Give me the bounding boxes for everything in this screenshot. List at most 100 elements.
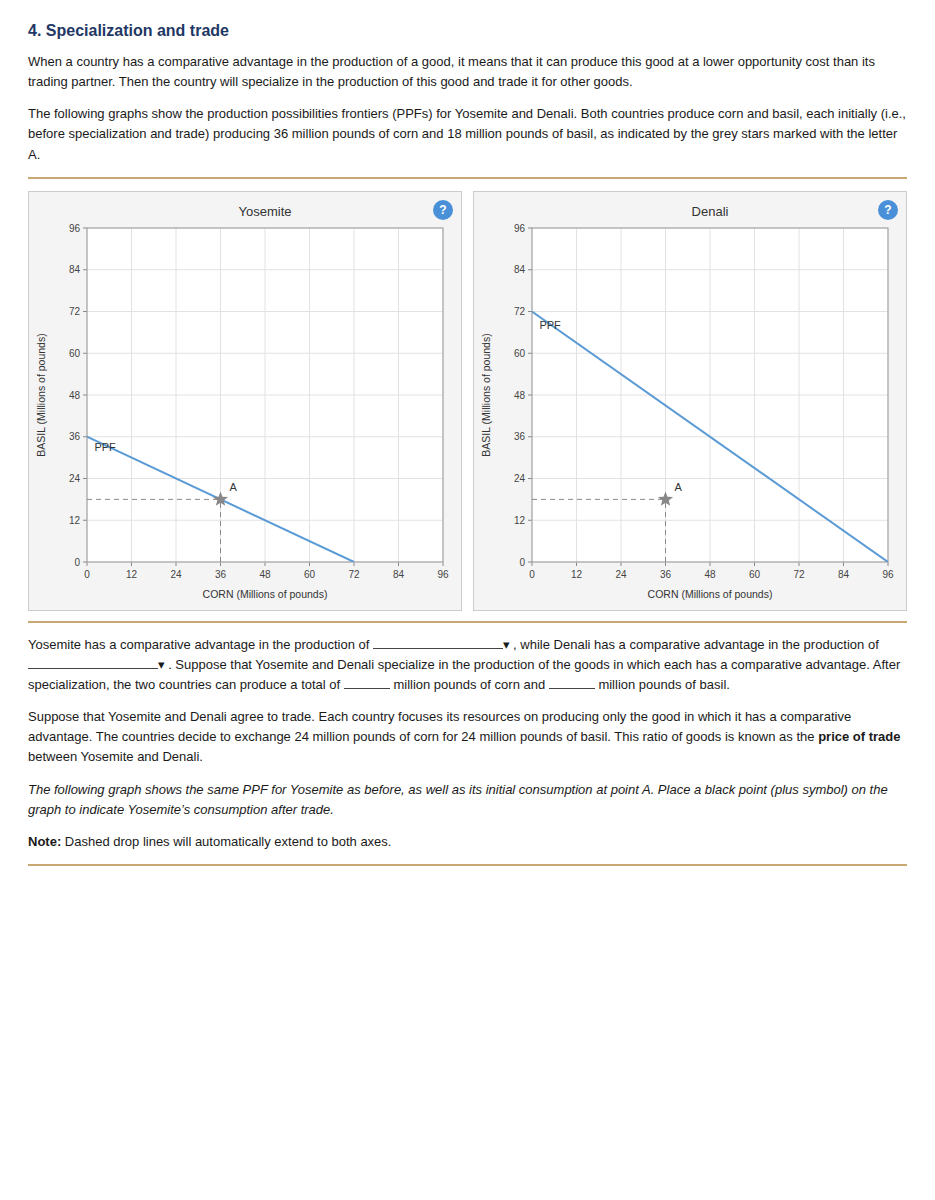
tick-label: 84 [838, 569, 850, 580]
tick-label: 12 [126, 569, 138, 580]
paragraph: Note: Dashed drop lines will automatical… [28, 832, 907, 852]
text-run: The following graphs show the production… [28, 106, 906, 161]
x-axis-label: CORN (Millions of pounds) [203, 588, 328, 600]
grid-line [532, 311, 888, 312]
text-run: The following graph shows the same PPF f… [28, 782, 888, 817]
tick-label: 72 [348, 569, 360, 580]
tick-mark [309, 562, 310, 566]
tick-mark [528, 394, 532, 395]
text-run: Suppose that Yosemite and Denali agree t… [28, 709, 851, 744]
tick-mark [621, 562, 622, 566]
tick-mark [528, 478, 532, 479]
tick-mark [398, 562, 399, 566]
tick-mark [443, 562, 444, 566]
tick-mark [265, 562, 266, 566]
grid-line [87, 352, 443, 353]
tick-mark [799, 562, 800, 566]
drop-line [220, 499, 221, 562]
tick-label: 72 [69, 306, 81, 317]
tick-label: 0 [84, 569, 90, 580]
tick-label: 24 [170, 569, 182, 580]
grid-line [532, 519, 888, 520]
grid-line [532, 352, 888, 353]
grid-line [532, 269, 888, 270]
tick-mark [843, 562, 844, 566]
tick-mark [87, 562, 88, 566]
text-run: Note: [28, 834, 61, 849]
tick-label: 48 [259, 569, 271, 580]
tick-mark [528, 436, 532, 437]
chart-title: Yosemite [239, 204, 292, 219]
text-run: between Yosemite and Denali. [28, 749, 203, 764]
tick-label: 60 [69, 347, 81, 358]
tick-mark [888, 562, 889, 566]
paragraph: The following graph shows the same PPF f… [28, 780, 907, 820]
tick-mark [528, 352, 532, 353]
tick-label: 36 [215, 569, 227, 580]
point-marker [213, 491, 228, 505]
answer-blank[interactable] [344, 675, 390, 689]
plot-frame [87, 228, 443, 562]
grid-line [87, 269, 443, 270]
tick-mark [83, 478, 87, 479]
tick-label: 96 [69, 222, 81, 233]
plot-area [532, 228, 888, 562]
point-marker [658, 491, 673, 505]
grid-line [532, 478, 888, 479]
separator [28, 177, 907, 179]
help-icon[interactable]: ? [878, 200, 898, 220]
tick-mark [83, 269, 87, 270]
text-run: Yosemite has a comparative advantage in … [28, 637, 373, 652]
tick-label: 0 [519, 556, 525, 567]
page-title: 4. Specialization and trade [28, 22, 907, 40]
tick-mark [528, 311, 532, 312]
grid-line [87, 436, 443, 437]
help-icon[interactable]: ? [433, 200, 453, 220]
tick-mark [528, 269, 532, 270]
separator [28, 621, 907, 623]
y-axis-label: BASIL (Millions of pounds) [480, 333, 492, 456]
drop-line [665, 499, 666, 562]
tick-mark [754, 562, 755, 566]
text-run: ▾ , while Denali has a comparative advan… [503, 637, 879, 652]
tick-label: 0 [74, 556, 80, 567]
tick-mark [528, 227, 532, 228]
tick-mark [710, 562, 711, 566]
tick-mark [354, 562, 355, 566]
tick-mark [176, 562, 177, 566]
chart-title: Denali [692, 204, 729, 219]
paragraph: Suppose that Yosemite and Denali agree t… [28, 707, 907, 767]
grid-line [87, 394, 443, 395]
tick-label: 36 [69, 431, 81, 442]
tick-label: 60 [749, 569, 761, 580]
plot-area [87, 228, 443, 562]
answer-blank[interactable] [549, 675, 595, 689]
drop-line [532, 499, 666, 500]
chart-panel: 0122436486072849601224364860728496Yosemi… [28, 191, 462, 611]
answer-blank[interactable] [373, 635, 503, 649]
tick-label: 96 [437, 569, 449, 580]
tick-mark [83, 394, 87, 395]
ppf-line [87, 436, 354, 561]
tick-label: 60 [304, 569, 316, 580]
text-run: When a country has a comparative advanta… [28, 54, 875, 89]
tick-mark [83, 519, 87, 520]
annotation: A [230, 481, 238, 493]
answer-blank[interactable] [28, 655, 158, 669]
plot-frame [532, 228, 888, 562]
text-run: million pounds of basil. [595, 677, 730, 692]
tick-label: 0 [529, 569, 535, 580]
tick-mark [528, 519, 532, 520]
drop-line [87, 499, 221, 500]
tick-label: 48 [514, 389, 526, 400]
tick-mark [532, 562, 533, 566]
tick-mark [665, 562, 666, 566]
chart-panel: 0122436486072849601224364860728496Denali… [473, 191, 907, 611]
tick-mark [220, 562, 221, 566]
annotation: PPF [94, 441, 116, 453]
tick-label: 24 [69, 473, 81, 484]
grid-line [87, 311, 443, 312]
plot-marks [532, 311, 888, 562]
tick-mark [83, 227, 87, 228]
text-run: price of trade [818, 729, 900, 744]
